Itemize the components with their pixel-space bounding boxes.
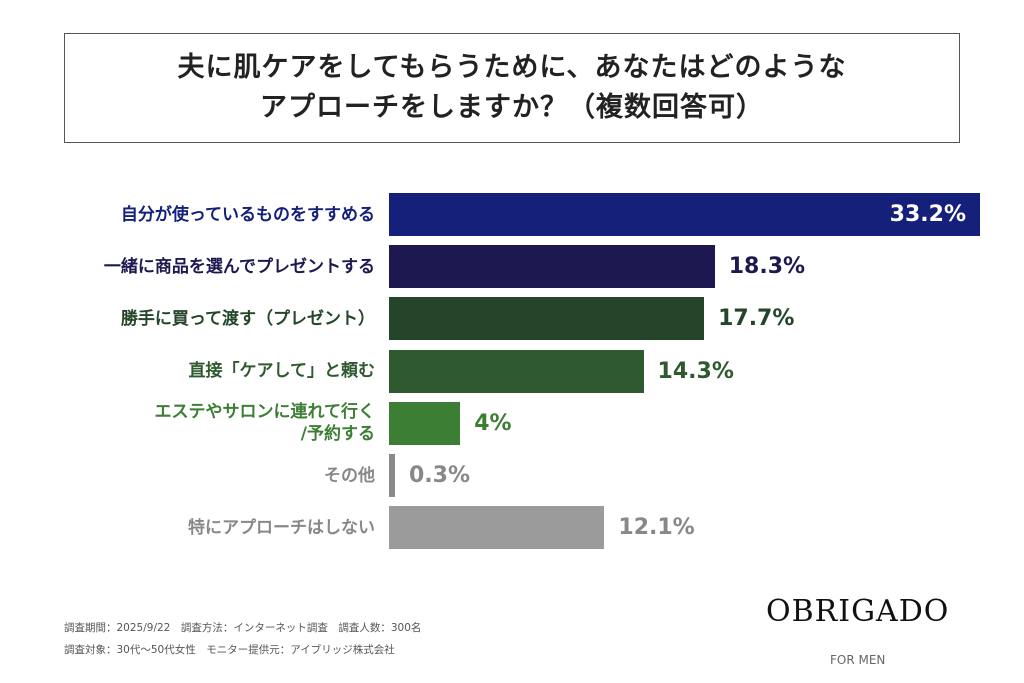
bar [389,297,705,341]
value-label: 18.3% [728,254,806,280]
brand-tagline: FOR MEN [830,653,886,667]
category-label: 特にアプローチはしない [188,517,375,538]
category-label: 自分が使っているものをすすめる [120,204,375,225]
bar [389,245,715,289]
bar [389,401,461,445]
title-line-2: アプローチをしますか？（複数回答可） [260,92,764,123]
category-label: その他 [324,465,375,486]
category-label: エステやサロンに連れて行く/予約する [154,402,376,445]
survey-note-2: 調査対象：30代〜50代女性 モニター提供元：アイブリッジ株式会社 [64,644,395,656]
category-label: 勝手に買って渡す（プレゼント） [120,308,375,329]
bar [389,506,605,550]
category-label: 一緒に商品を選んでプレゼントする [103,256,375,277]
bar [389,193,980,236]
value-label: 17.7% [718,306,795,332]
title-line-1: 夫に肌ケアをしてもらうために、あなたはどのような [177,52,847,83]
brand-logo: OBRIGADO [766,594,950,629]
survey-note-1: 調査期間：2025/9/22 調査方法：インターネット調査 調査人数：300名 [64,622,422,634]
value-label: 4% [474,410,512,436]
chart-title: 夫に肌ケアをしてもらうために、あなたはどのような アプローチをしますか？（複数回… [64,33,960,143]
bar [389,349,644,393]
category-label: 直接「ケアして」と頼む [188,361,376,382]
value-label: 33.2% [889,202,966,227]
survey-notes: 調査期間：2025/9/22 調査方法：インターネット調査 調査人数：300名 … [64,617,421,661]
bar-chart: 自分が使っているものをすすめる 33.2% 一緒に商品を選んでプレゼントする 18.3… [103,193,980,550]
value-label: 0.3% [409,463,471,488]
value-label: 12.1% [618,515,695,541]
value-label: 14.3% [657,358,734,384]
bar [389,454,395,497]
